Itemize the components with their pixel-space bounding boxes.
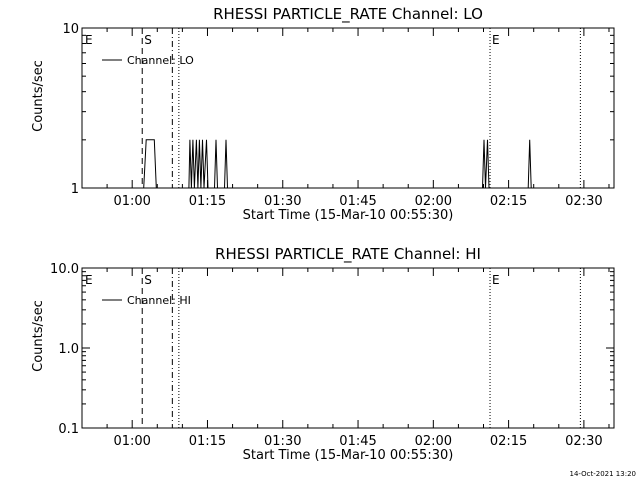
x-tick-label: 01:15: [189, 194, 226, 209]
x-tick-label: 02:00: [415, 194, 452, 209]
plot-frame: [81, 267, 615, 429]
marker-label: S: [144, 33, 152, 47]
x-tick-label: 02:30: [565, 434, 602, 449]
y-tick-label: 1.0: [58, 342, 79, 357]
series-line: [143, 139, 532, 189]
y-tick-label: 10.0: [50, 262, 79, 277]
y-tick-label: 0.1: [58, 422, 79, 437]
x-tick-label: 01:00: [113, 194, 150, 209]
y-axis-label: Counts/sec: [31, 60, 46, 132]
marker-label: E: [85, 33, 93, 47]
marker-label: E: [492, 33, 500, 47]
marker-label: E: [85, 273, 93, 287]
chart-title: RHESSI PARTICLE_RATE Channel: LO: [213, 5, 483, 24]
x-tick-label: 02:30: [565, 194, 602, 209]
legend-label: Channel: HI: [127, 294, 191, 307]
footer-timestamp: 14-Oct-2021 13:20: [570, 470, 636, 478]
x-tick-label: 02:15: [490, 434, 527, 449]
x-tick-label: 01:45: [339, 194, 376, 209]
x-axis-label: Start Time (15-Mar-10 00:55:30): [243, 448, 454, 463]
x-axis-label: Start Time (15-Mar-10 00:55:30): [243, 208, 454, 223]
marker-label: E: [492, 273, 500, 287]
legend-label: Channel: LO: [127, 54, 194, 67]
x-tick-label: 01:30: [264, 434, 301, 449]
panel-hi: RHESSI PARTICLE_RATE Channel: HI 01:00 01:…: [31, 245, 615, 463]
x-tick-label: 02:15: [490, 194, 527, 209]
panel-lo: RHESSI PARTICLE_RATE Channel: LO 01:00 01:…: [31, 5, 615, 223]
x-tick-label: 01:00: [113, 434, 150, 449]
chart-title: RHESSI PARTICLE_RATE Channel: HI: [215, 245, 481, 264]
y-tick-label: 10: [62, 22, 79, 37]
y-tick-label: 1: [71, 182, 79, 197]
y-axis-label: Counts/sec: [31, 300, 46, 372]
x-tick-label: 01:30: [264, 194, 301, 209]
x-tick-label: 01:45: [339, 434, 376, 449]
x-tick-label: 02:00: [415, 434, 452, 449]
x-tick-label: 01:15: [189, 434, 226, 449]
marker-label: S: [144, 273, 152, 287]
plot-frame: [81, 27, 615, 189]
